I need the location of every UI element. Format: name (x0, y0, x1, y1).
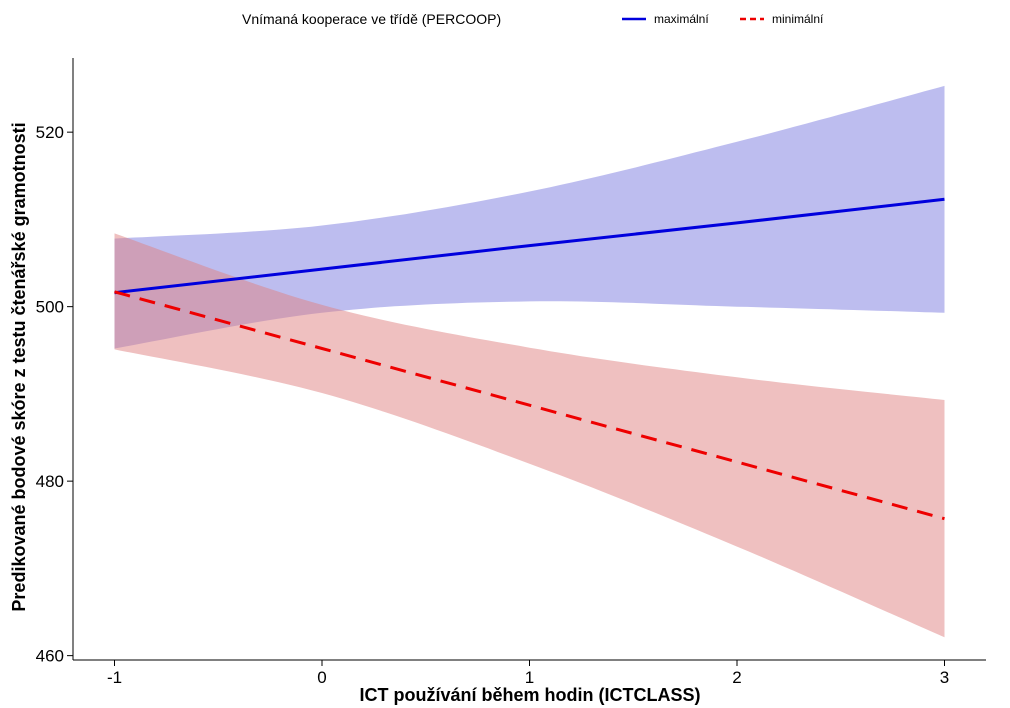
x-tick-label: 2 (732, 668, 741, 687)
series-line-maximalni (114, 197, 945, 295)
confidence-band-maximalni (114, 85, 945, 349)
y-axis-title: Predikované bodové skóre z testu čtenářs… (9, 122, 29, 611)
x-tick-label: 3 (940, 668, 949, 687)
series-line-minimalni (114, 290, 945, 521)
y-tick-label: 500 (36, 298, 64, 317)
legend-label-minimalni: minimální (772, 12, 824, 26)
x-tick-label: -1 (107, 668, 122, 687)
y-tick-label: 460 (36, 647, 64, 666)
x-tick-label: 1 (525, 668, 534, 687)
confidence-band-minimalni (114, 233, 945, 638)
legend: Vnímaná kooperace ve třídě (PERCOOP) max… (242, 11, 824, 27)
y-tick-label: 520 (36, 123, 64, 142)
y-tick-label: 480 (36, 472, 64, 491)
x-axis-title: ICT používání během hodin (ICTCLASS) (360, 685, 701, 705)
plot-area (114, 85, 945, 638)
legend-title: Vnímaná kooperace ve třídě (PERCOOP) (242, 11, 501, 27)
legend-label-maximalni: maximální (654, 12, 709, 26)
axis-ticks: -1 0 1 2 3 460 480 500 520 (36, 123, 950, 687)
x-tick-label: 0 (317, 668, 326, 687)
